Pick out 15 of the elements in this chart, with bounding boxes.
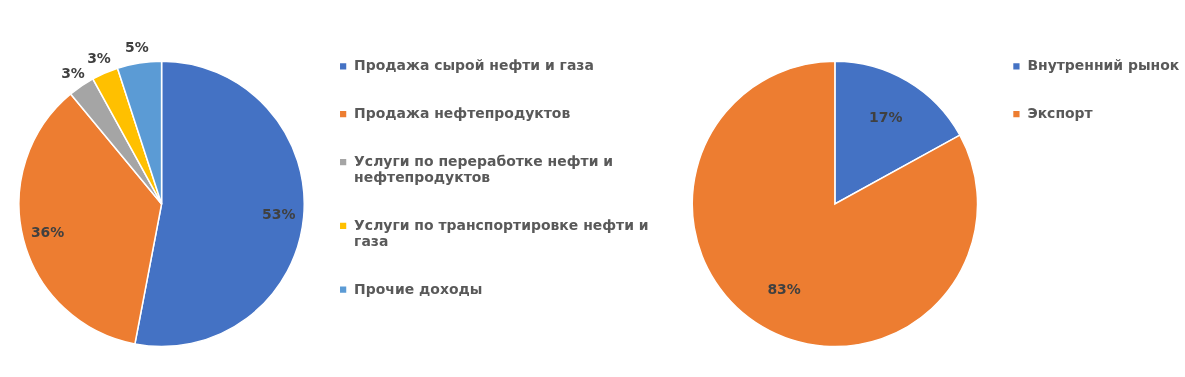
legend-label: Экспорт — [1027, 105, 1094, 122]
pie-slice — [691, 60, 979, 348]
data-label: 83% — [767, 280, 801, 297]
legend-label: Продажа нефтепродуктов — [354, 105, 571, 122]
data-label: 36% — [30, 224, 65, 241]
data-label: 53% — [262, 206, 296, 222]
legend-label: Услуги по переработке нефти и нефтепродуктов — [354, 153, 614, 185]
data-label: 3% — [61, 64, 85, 81]
legend-label: Продажа сырой нефти и газа — [354, 57, 594, 74]
data-label: 5% — [125, 39, 149, 56]
legend-label: Внутренний рынок — [1027, 57, 1180, 74]
legend-label: Прочие доходы — [354, 280, 483, 297]
data-label: 17% — [868, 109, 903, 126]
legend-label: Услуги по транспортировке нефти и газа — [354, 216, 649, 249]
data-label: 3% — [87, 50, 111, 67]
